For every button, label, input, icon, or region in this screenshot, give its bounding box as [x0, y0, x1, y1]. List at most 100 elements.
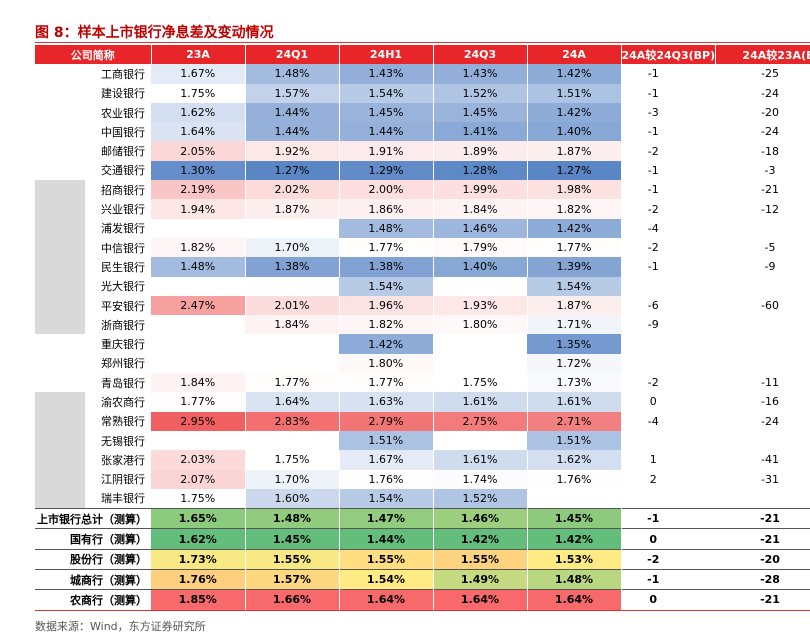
- cell-text: 1.61%: [462, 395, 498, 409]
- cell-text: 1.29%: [368, 163, 404, 177]
- cell-text: -18: [761, 144, 779, 158]
- row: 浙商银行 1.84% 1.82% 1.80% 1.71% -9: [35, 315, 810, 335]
- cell: 1.35%: [527, 334, 622, 354]
- cell-text: -6: [647, 299, 659, 312]
- cell: 1.77%: [245, 373, 340, 393]
- cell-text: 0: [649, 532, 658, 546]
- cell: [151, 219, 245, 238]
- cell-text: 1.91%: [368, 144, 404, 158]
- cell: [621, 431, 715, 450]
- cell-text: 1.38%: [274, 260, 310, 274]
- cell: 2.00%: [339, 180, 434, 200]
- cell-text: 1.64%: [366, 593, 406, 607]
- cell: -9: [715, 257, 810, 276]
- cell-text: 1.55%: [460, 552, 500, 566]
- header-cell: 24Q1: [245, 45, 340, 65]
- cell: 1.44%: [245, 102, 340, 123]
- cell: 1.87%: [527, 295, 622, 316]
- cell: -1: [621, 180, 715, 199]
- cell: 1.38%: [245, 257, 340, 277]
- cell: -2: [621, 238, 715, 257]
- name-cell: 交通银行: [101, 164, 145, 178]
- cell-text: -9: [647, 318, 659, 332]
- cell: 1.28%: [433, 160, 528, 181]
- cell-text: -9: [764, 260, 776, 274]
- cell-text: -20: [761, 106, 779, 120]
- cell: 1.44%: [245, 122, 340, 142]
- cell-text: -1: [647, 67, 659, 81]
- cell: [715, 277, 810, 296]
- cell-text: 2.95%: [180, 414, 216, 428]
- title: 图 8：样本上市银行净息差及变动情况: [35, 25, 274, 41]
- cell-text: 1.42%: [368, 337, 404, 351]
- cell: 1.64%: [339, 589, 434, 610]
- cell-text: 2.07%: [180, 472, 216, 486]
- name-cell: 瑞丰银行: [35, 488, 151, 509]
- cell-text: 1.75%: [462, 376, 498, 390]
- name-cell: 江阴银行: [35, 469, 151, 489]
- cell: -1: [621, 508, 715, 529]
- cell-text: 1.76%: [368, 472, 404, 486]
- cell: 1.54%: [339, 83, 434, 103]
- cell: 1.48%: [245, 508, 340, 529]
- cell: 1.48%: [151, 257, 246, 277]
- cell: -24: [715, 84, 810, 103]
- cell-text: 1.62%: [556, 453, 592, 467]
- cell: 1.27%: [245, 160, 340, 181]
- cell-text: 1.86%: [368, 202, 404, 216]
- cell: [245, 219, 339, 238]
- cell: -2: [621, 141, 715, 160]
- cell: 1.44%: [339, 528, 434, 550]
- name-cell: 上市银行总计（测算）: [35, 508, 151, 529]
- row: 渝农商行 1.77% 1.64% 1.63% 1.61% 1.61% 0 -16: [35, 392, 810, 412]
- cell-text: 1.60%: [274, 491, 310, 505]
- cell: 1.67%: [339, 450, 434, 470]
- cell: 0: [621, 528, 715, 550]
- cell: -3: [715, 161, 810, 180]
- row: 民生银行 1.48% 1.38% 1.38% 1.40% 1.39% -1 -9: [35, 257, 810, 277]
- cell: 1.48%: [245, 64, 340, 84]
- cell-text: 1.70%: [274, 241, 310, 255]
- name-cell: 招商银行: [35, 180, 151, 200]
- cell: 1: [621, 450, 715, 469]
- cell: 2: [621, 470, 715, 489]
- header-cell: 24H1: [339, 45, 434, 65]
- cell: [245, 334, 339, 353]
- cell-text: 1.64%: [554, 593, 594, 607]
- cell-text: 1.71%: [556, 318, 592, 332]
- cell: -20: [715, 103, 810, 122]
- cell-text: 1.61%: [462, 453, 498, 467]
- summary-row: 股份行（测算） 1.73% 1.55% 1.55% 1.55% 1.53% -2 -20: [35, 548, 810, 570]
- cell-text: 1.49%: [460, 573, 500, 587]
- cell-text: -60: [761, 299, 779, 312]
- row: 郑州银行 1.80% 1.72%: [35, 353, 810, 374]
- cell: 1.57%: [245, 569, 340, 590]
- cell: 1.75%: [151, 488, 246, 509]
- summary-row: 国有行（测算） 1.62% 1.45% 1.44% 1.42% 1.42% 0 -21: [35, 528, 810, 550]
- cell: 1.53%: [527, 548, 622, 570]
- cell-text: 1.54%: [368, 86, 404, 100]
- cell: -28: [715, 569, 810, 590]
- cell-text: 1.99%: [462, 183, 498, 197]
- cell: 2.47%: [151, 295, 246, 316]
- cell: [245, 431, 339, 450]
- name-cell: 中信银行: [35, 237, 151, 258]
- cell-text: 1.48%: [272, 512, 312, 526]
- cell: 1.62%: [527, 450, 622, 470]
- cell-text: 1.44%: [274, 106, 310, 120]
- cell: [621, 277, 715, 296]
- cell: 1.71%: [527, 315, 622, 335]
- cell: 1.55%: [433, 548, 528, 570]
- row: 瑞丰银行 1.75% 1.60% 1.54% 1.52%: [35, 488, 810, 509]
- cell: [245, 277, 339, 296]
- cell-text: 1.98%: [556, 183, 592, 197]
- cell: [151, 431, 245, 450]
- cell: [433, 431, 527, 450]
- cell-text: -21: [760, 532, 780, 546]
- cell-text: 1.67%: [180, 67, 216, 81]
- cell: 2.05%: [151, 141, 246, 161]
- cell-text: 1.46%: [462, 221, 498, 235]
- cell: 1.87%: [527, 141, 622, 161]
- header-cell: 24Q3: [433, 45, 528, 65]
- cell: 1.45%: [339, 102, 434, 123]
